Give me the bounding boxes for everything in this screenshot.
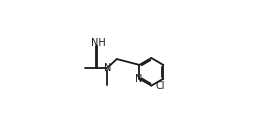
Text: NH: NH [91, 38, 105, 48]
Text: N: N [135, 74, 142, 84]
Text: N: N [103, 63, 111, 73]
Text: Cl: Cl [156, 81, 165, 91]
